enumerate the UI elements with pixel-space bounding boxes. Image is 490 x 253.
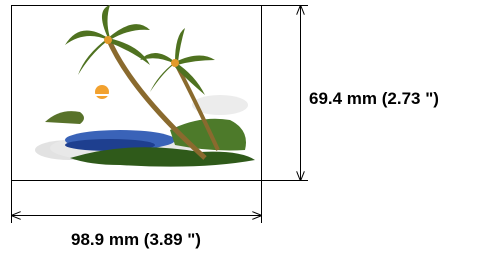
page: {"dimensions": {"height": "69.4 mm (2.73…	[0, 0, 490, 253]
design-preview: 69.4 mm (2.73 ") 98.9 mm (3.89 ")	[0, 0, 490, 253]
height-label: 69.4 mm (2.73 ")	[309, 89, 439, 108]
width-label: 98.9 mm (3.89 ")	[71, 230, 201, 249]
